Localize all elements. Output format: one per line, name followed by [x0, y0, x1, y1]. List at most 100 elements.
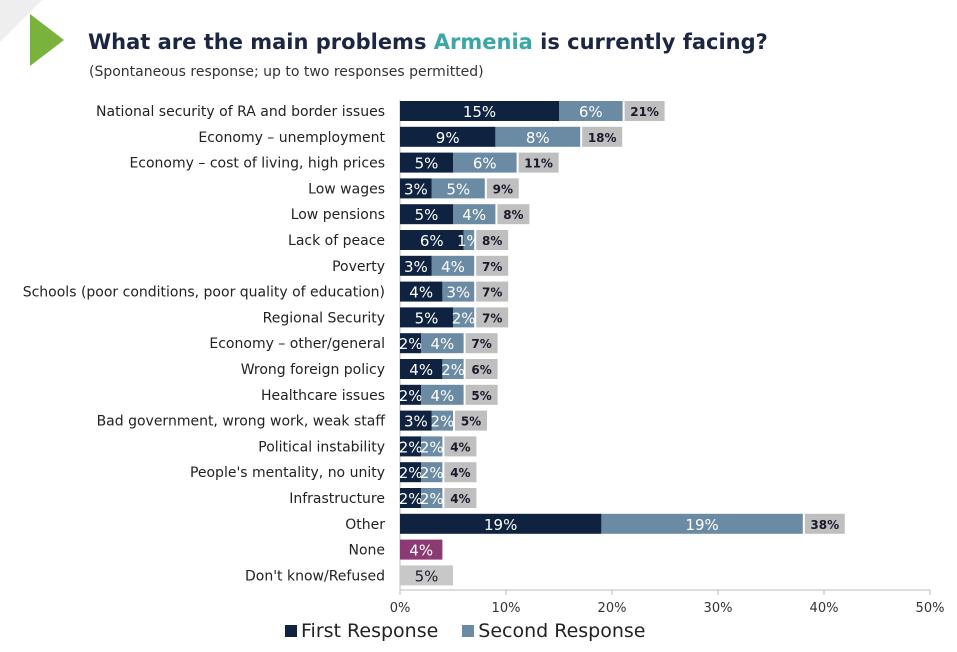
category-label: National security of RA and border issue… [96, 104, 385, 120]
total-label: 4% [450, 440, 470, 454]
category-label: Other [345, 517, 385, 533]
total-box [476, 281, 509, 302]
total-label: 21% [630, 105, 659, 119]
category-label: None [348, 543, 385, 559]
bar-first-response [400, 359, 443, 379]
total-box [476, 255, 509, 276]
total-label: 38% [810, 518, 839, 532]
total-box [486, 178, 519, 199]
bar-label-second: 4% [431, 335, 455, 353]
bar-second-response [431, 410, 453, 431]
bar-second-response [495, 126, 581, 147]
bar-second-response [442, 359, 464, 379]
category-label: Low pensions [291, 207, 385, 223]
category-label: Schools (poor conditions, poor quality o… [23, 285, 385, 301]
total-label: 5% [471, 389, 491, 403]
bar-first-response [400, 462, 422, 483]
bar-label-second: 19% [685, 516, 718, 534]
bar-label-first: 4% [409, 542, 433, 560]
legend-item-first: First Response [285, 620, 438, 642]
bar-first-response [400, 255, 432, 276]
bar-label-first: 9% [436, 129, 460, 147]
bar-first-response [400, 281, 443, 302]
bar-label-first: 3% [404, 258, 428, 276]
bar-label-second: 2% [420, 438, 444, 456]
total-box [465, 359, 498, 379]
legend-label-second: Second Response [478, 620, 646, 642]
bar-label-first: 3% [404, 180, 428, 198]
title-prefix: What are the main problems [88, 30, 434, 54]
bar-second-response [421, 462, 443, 483]
bar-label-second: 3% [446, 284, 470, 302]
bar-label-second: 2% [431, 413, 455, 431]
bar-label-second: 6% [579, 103, 603, 121]
legend-item-second: Second Response [462, 620, 646, 642]
bar-label-first: 19% [484, 516, 517, 534]
bar-label-first: 15% [463, 103, 496, 121]
total-box [497, 204, 530, 225]
total-box [465, 384, 498, 405]
page-subtitle: (Spontaneous response; up to two respons… [89, 64, 484, 80]
total-box [444, 462, 477, 483]
total-box [518, 152, 559, 173]
total-label: 7% [471, 337, 491, 351]
total-label: 11% [524, 157, 553, 171]
category-label: Infrastructure [289, 491, 385, 507]
total-box [582, 126, 623, 147]
bar-first-response [400, 436, 422, 457]
total-label: 7% [482, 260, 502, 274]
category-label: Regional Security [263, 310, 385, 326]
bar-first-response [400, 204, 453, 225]
bar-first-response [400, 126, 496, 147]
category-label: Low wages [308, 181, 385, 197]
category-label: Poverty [332, 259, 385, 275]
total-label: 6% [471, 363, 491, 377]
bar-second-response [453, 204, 496, 225]
total-label: 8% [482, 234, 502, 248]
category-label: Healthcare issues [261, 388, 385, 404]
bar-second-response [431, 178, 485, 199]
bar-label-first: 4% [409, 284, 433, 302]
x-tick-label: 20% [598, 601, 627, 616]
total-box [624, 101, 665, 121]
page-title: What are the main problems Armenia is cu… [88, 30, 768, 54]
bar-label-first: 2% [399, 438, 423, 456]
bar-first-response [400, 513, 602, 534]
bar-second-response [421, 488, 443, 508]
bar-label-first: 2% [399, 387, 423, 405]
bar-label-first: 2% [399, 490, 423, 508]
category-label: Lack of peace [288, 233, 385, 249]
bar-label-first: 5% [415, 155, 439, 173]
total-box [476, 307, 509, 328]
bar-first-response [400, 488, 422, 508]
bar-label-first: 2% [399, 335, 423, 353]
bar-first-response [400, 384, 422, 405]
legend-label-first: First Response [301, 620, 439, 642]
bar-label-second: 6% [473, 155, 497, 173]
bar-label-second: 4% [441, 258, 465, 276]
total-box [444, 488, 477, 508]
bar-first-response [400, 307, 453, 328]
bar-second-response [442, 281, 475, 302]
bar-first-response [400, 152, 453, 173]
bar-second-response [421, 384, 464, 405]
legend-swatch-first [285, 625, 297, 637]
bar-second-response [453, 307, 475, 328]
x-tick-label: 50% [916, 601, 945, 616]
bar-first-response [400, 333, 422, 354]
total-box [476, 230, 509, 250]
title-highlight: Armenia [433, 30, 533, 54]
category-label: Economy – unemployment [198, 130, 385, 146]
x-tick-label: 40% [810, 601, 839, 616]
bar-first-response [400, 539, 443, 560]
category-label: Political instability [258, 439, 385, 455]
bar-label-second: 2% [420, 490, 444, 508]
bar-label-second: 4% [462, 206, 486, 224]
bar-label-second: 4% [431, 387, 455, 405]
total-box [465, 333, 498, 354]
total-label: 4% [450, 492, 470, 506]
bar-second-response [559, 101, 623, 121]
bar-label-second: 5% [446, 180, 470, 198]
header-decoration [0, 0, 64, 66]
